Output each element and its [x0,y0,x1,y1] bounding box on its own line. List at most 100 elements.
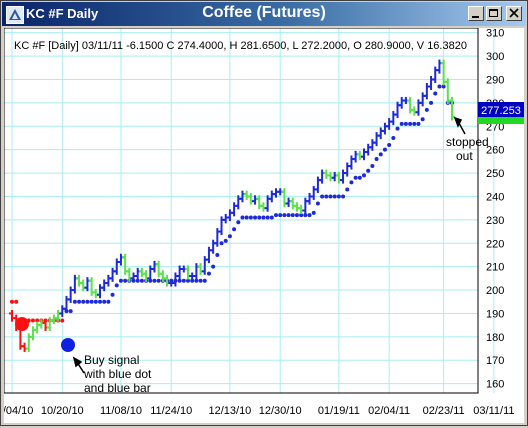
price-bar [134,267,141,280]
price-bar [210,239,217,254]
stop-dot [240,215,245,220]
stop-arrow [453,116,466,135]
price-bar [298,204,305,215]
y-tick-label: 300 [486,51,504,63]
y-tick-label: 170 [486,355,504,367]
stop-dot [328,194,333,199]
stop-dot [177,278,182,283]
y-tick-label: 190 [486,308,504,320]
price-bar [356,150,363,161]
stop-dot [349,180,354,185]
stop-dot [223,238,228,243]
stop-dot [336,194,341,199]
price-bar [340,169,347,184]
buy-annotation-1: Buy signal [84,353,139,367]
stop-dot [81,299,86,304]
stop-dot [387,142,392,147]
price-bar [21,342,28,353]
price-bar [59,305,66,317]
price-bar [67,286,74,303]
last-price-marker [478,117,524,124]
price-bar [394,101,401,119]
stop-dot [253,215,258,220]
stop-dot [181,278,186,283]
price-bar [285,197,292,207]
stop-dot [186,278,190,283]
x-tick-label: 01/19/11 [318,405,360,417]
stop-dot [299,213,304,218]
price-bar [247,192,254,205]
price-bar [9,309,15,322]
price-bar [147,265,154,282]
price-bar [235,195,242,210]
price-bar [323,169,330,179]
price-bar [373,132,380,147]
price-bar [369,139,376,151]
stop-annotation-1: stopped [446,135,489,149]
x-tick-label: 11/08/10 [100,405,142,417]
price-bar [415,99,422,116]
price-bar [260,202,267,212]
stop-dot [269,215,274,220]
stop-dot [399,121,404,126]
stop-dot [290,213,295,218]
price-bar [335,171,342,184]
stop-dot [211,264,216,269]
stop-dot [395,126,400,131]
stop-dot [110,292,115,297]
y-tick-label: 200 [486,285,504,297]
title-bar[interactable]: KC #F Daily Coffee (Futures) [2,2,526,26]
stop-dot [294,213,299,218]
close-button[interactable] [506,6,522,21]
stop-dot [320,194,325,199]
y-tick-label: 250 [486,168,504,180]
price-bar [407,97,414,114]
price-bar [126,267,133,282]
y-tick-label: 310 [486,28,504,40]
stop-dot [282,213,287,218]
y-tick-label: 240 [486,191,504,203]
stop-dot [106,299,111,304]
price-bar [419,92,426,107]
sell-stop-dot [10,299,14,304]
buy-arrow [72,356,85,374]
stop-dot [303,213,308,218]
price-bar [76,274,83,287]
stop-dot [370,164,375,169]
stop-dot [441,84,446,89]
price-bar [164,274,171,287]
price-bar [381,122,388,135]
price-bar [42,319,49,331]
x-tick-label: 02/23/11 [423,405,465,417]
stop-dot [114,283,119,288]
price-chart[interactable]: KC #F [Daily] 03/11/11 -6.1500 C 274.400… [0,27,524,423]
stop-dot [68,309,73,314]
price-bar [205,246,212,264]
grid-lines [4,28,495,393]
stop-dot [102,299,107,304]
stop-dots [10,84,454,323]
price-bar [310,185,317,200]
stop-dot [286,213,291,218]
last-price-label: 277.253 [481,105,521,117]
sell-stop-dot [35,318,40,323]
sell-signal-dot [15,317,29,331]
window-title: KC #F Daily [26,6,99,21]
stop-dot [77,299,82,304]
maximize-button[interactable] [486,6,502,21]
stop-dot [227,234,232,239]
price-bar [222,214,229,224]
stop-dot [403,121,408,126]
price-bar [50,314,57,324]
sell-stop-dot [30,318,35,323]
stop-dot [135,278,140,283]
price-bar [117,253,124,266]
y-axis: 1601701801902002102202302402502602702802… [486,28,504,391]
stop-dot [420,117,425,122]
x-tick-label: 12/13/10 [208,405,251,417]
stop-dot [362,173,366,178]
price-bar [29,326,36,341]
stop-dot [190,278,195,283]
minimize-button[interactable] [468,6,484,21]
